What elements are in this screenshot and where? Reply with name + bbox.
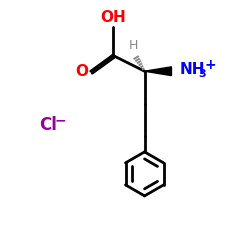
Text: +: + — [204, 58, 216, 72]
Text: O: O — [75, 64, 88, 79]
Text: −: − — [54, 114, 66, 128]
Text: 3: 3 — [198, 69, 205, 79]
Text: H: H — [129, 40, 138, 52]
Text: NH: NH — [180, 62, 206, 77]
Polygon shape — [144, 67, 172, 76]
Text: Cl: Cl — [40, 116, 57, 134]
Text: OH: OH — [100, 10, 126, 25]
